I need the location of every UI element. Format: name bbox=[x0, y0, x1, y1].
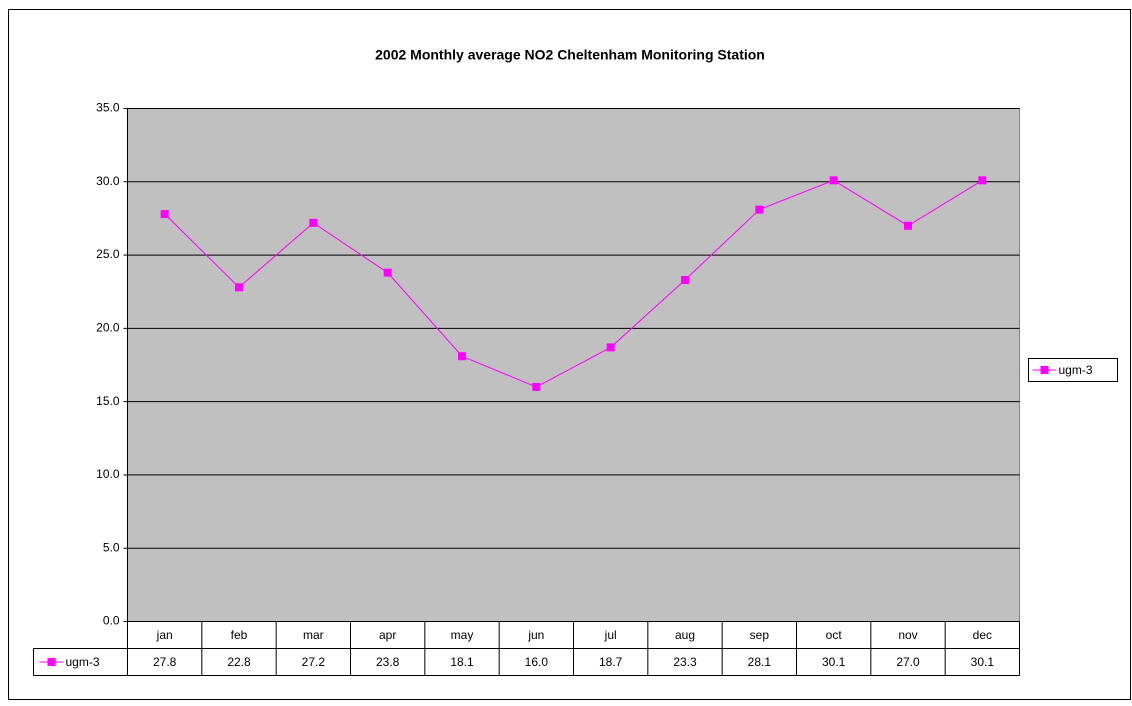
table-value: 22.8 bbox=[227, 655, 251, 669]
table-series-name: ugm-3 bbox=[66, 655, 100, 669]
table-value: 23.8 bbox=[376, 655, 400, 669]
data-point bbox=[458, 352, 466, 361]
x-tick-label: nov bbox=[898, 628, 917, 642]
y-tick-label: 15.0 bbox=[96, 394, 120, 408]
data-point bbox=[309, 218, 318, 227]
table-value: 27.8 bbox=[153, 655, 177, 669]
x-tick-label: sep bbox=[750, 628, 770, 642]
data-point bbox=[532, 382, 541, 391]
x-tick-label: may bbox=[451, 628, 474, 642]
data-point bbox=[829, 176, 838, 185]
data-point bbox=[383, 268, 392, 277]
y-tick-label: 20.0 bbox=[96, 321, 120, 335]
y-tick-label: 30.0 bbox=[96, 174, 120, 188]
y-tick-label: 5.0 bbox=[103, 540, 120, 554]
plot-area bbox=[127, 108, 1020, 622]
legend bbox=[1028, 358, 1118, 382]
data-point bbox=[978, 176, 987, 185]
table-value: 18.1 bbox=[450, 655, 474, 669]
table-value: 30.1 bbox=[971, 655, 995, 669]
table-value: 27.0 bbox=[896, 655, 920, 669]
data-point bbox=[235, 283, 243, 292]
table-value: 30.1 bbox=[822, 655, 846, 669]
x-tick-label: apr bbox=[379, 628, 396, 642]
data-point bbox=[160, 210, 169, 219]
chart-title: 2002 Monthly average NO2 Cheltenham Moni… bbox=[375, 47, 765, 63]
x-tick-label: dec bbox=[973, 628, 992, 642]
table-value: 16.0 bbox=[525, 655, 549, 669]
table-value: 27.2 bbox=[302, 655, 326, 669]
x-tick-label: aug bbox=[675, 628, 695, 642]
x-tick-label: mar bbox=[303, 628, 324, 642]
data-point bbox=[681, 275, 689, 284]
table-value: 28.1 bbox=[748, 655, 772, 669]
data-point bbox=[606, 343, 615, 352]
y-tick-label: 10.0 bbox=[96, 467, 120, 481]
legend-label: ugm-3 bbox=[1059, 363, 1093, 377]
x-tick-label: jun bbox=[527, 628, 544, 642]
y-tick-label: 25.0 bbox=[96, 247, 120, 261]
x-tick-label: oct bbox=[826, 628, 843, 642]
table-value: 23.3 bbox=[673, 655, 697, 669]
table-value: 18.7 bbox=[599, 655, 623, 669]
x-tick-label: jan bbox=[156, 628, 173, 642]
y-tick-label: 0.0 bbox=[103, 614, 120, 628]
legend-key-marker bbox=[47, 658, 56, 666]
x-tick-label: jul bbox=[604, 628, 617, 642]
series-line bbox=[164, 179, 983, 388]
legend-key-marker bbox=[1040, 366, 1049, 374]
data-point bbox=[904, 221, 912, 230]
y-tick-label: 35.0 bbox=[96, 101, 120, 115]
x-tick-label: feb bbox=[231, 628, 248, 642]
data-point bbox=[755, 205, 764, 214]
